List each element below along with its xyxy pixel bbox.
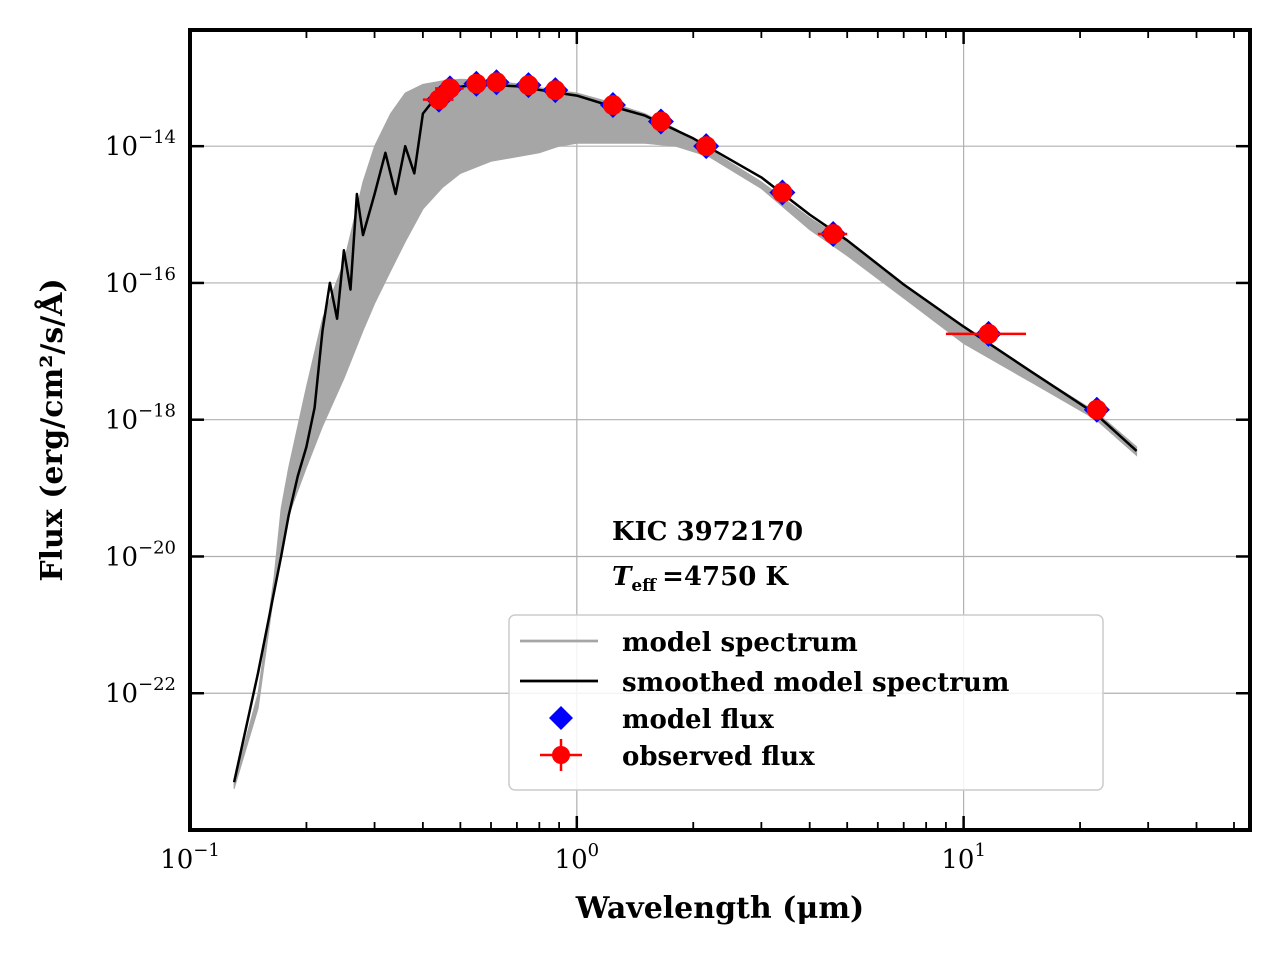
y-tick-label: 10−16 [105,264,176,299]
x-axis-label: Wavelength (μm) [575,891,865,926]
observed-flux-point [486,72,507,93]
legend-label: model flux [622,705,774,735]
y-tick-label: 10−20 [105,537,176,572]
y-tick-label: 10−14 [105,127,176,162]
teff-subscript: eff [631,576,657,596]
observed-flux-point [1086,399,1107,420]
observed-flux-point [823,223,844,244]
observed-flux-point [978,323,999,344]
teff-symbol: T [612,562,633,592]
model-spectrum-band [233,78,1138,789]
observed-flux-point [650,111,671,132]
tick-labels: 10−1 100 101 10−14 10−16 10−18 10−20 10−22 [105,127,986,875]
legend-point-swatch [552,746,570,764]
legend-label: smoothed model spectrum [622,668,1009,698]
observed-flux-point [772,182,793,203]
plot-frame [188,28,1252,832]
legend: model spectrum smoothed model spectrum mod… [508,614,1104,791]
annotation-object: KIC 3972170 [612,517,803,547]
teff-value: =4750 K [662,562,789,592]
observed-flux-point [696,136,717,157]
observed-flux-point [545,80,566,101]
smoothed-model-line [232,83,1138,783]
data-points [422,69,1110,423]
legend-box [508,614,1104,791]
legend-diamond-swatch [549,706,573,730]
observed-flux-point [518,75,539,96]
observed-flux-point [439,78,460,99]
spectra [232,78,1138,789]
y-axis-label: Flux (erg/cm²/s/Å) [34,278,70,581]
x-tick-label: 10−1 [160,840,220,875]
observed-flux-point [466,73,487,94]
y-tick-label: 10−18 [105,401,176,436]
observed-flux-point [602,95,623,116]
legend-label: model spectrum [622,628,858,658]
x-tick-label: 101 [941,840,986,875]
annotation-teff: Teff =4750 K [612,562,789,596]
legend-label: observed flux [622,742,815,772]
x-tick-label: 100 [555,840,600,875]
y-tick-label: 10−22 [105,674,176,709]
